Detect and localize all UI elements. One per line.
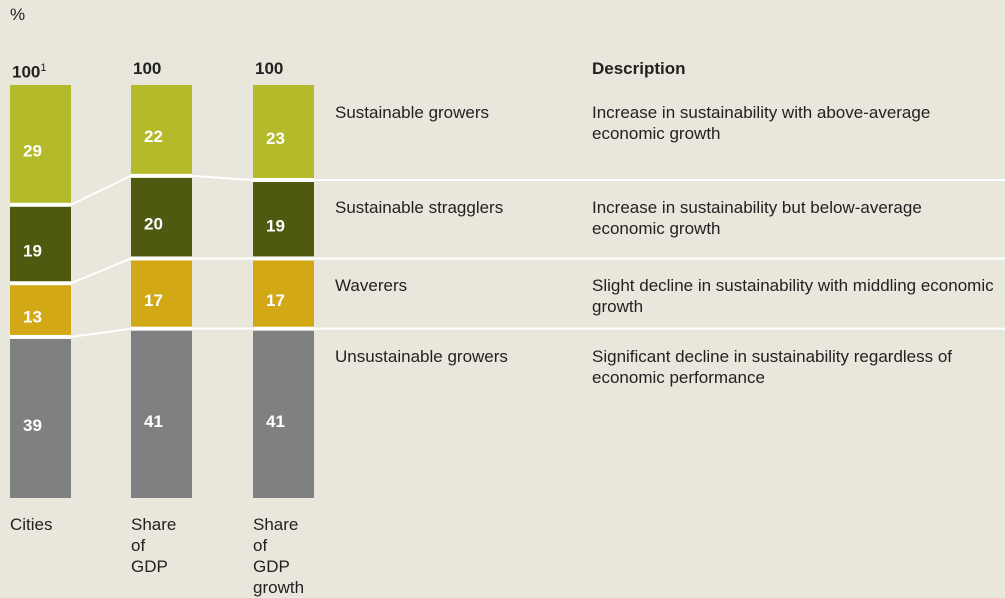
bar-segment: [131, 85, 192, 174]
x-tick-label: Cities: [10, 515, 53, 534]
data-label: 41: [266, 412, 285, 431]
connector: [70, 327, 132, 338]
connector: [70, 174, 132, 206]
description-header: Description: [592, 59, 686, 78]
total-label: 100: [133, 59, 162, 78]
data-label: 19: [266, 217, 285, 236]
data-label: 17: [266, 291, 285, 310]
description: Significant decline in sustainability re…: [592, 346, 953, 387]
legend-name: Unsustainable growers: [335, 346, 508, 366]
footnote-marker: 1: [40, 62, 47, 74]
unit-label: %: [10, 5, 26, 24]
bar-segment: [10, 206, 71, 282]
data-label: 20: [144, 215, 163, 234]
data-label: 13: [23, 308, 42, 327]
legend-name: Waverers: [335, 276, 408, 296]
total-label: 1001: [12, 62, 47, 82]
total-label: 100: [255, 59, 284, 78]
data-label: 29: [23, 141, 42, 160]
description: Increase in sustainability but below-ave…: [592, 197, 922, 238]
data-label: 41: [144, 412, 163, 431]
bar-segment: [253, 330, 314, 498]
x-tick-label: Share of GDP: [131, 515, 177, 576]
x-tick-label: Share of GDP growth: [253, 515, 305, 597]
connector: [191, 174, 254, 181]
data-label: 23: [266, 129, 285, 148]
bar-segment: [253, 260, 314, 327]
bar-segment: [253, 181, 314, 257]
data-label: 19: [23, 241, 42, 260]
description: Slight decline in sustainability with mi…: [592, 276, 994, 317]
data-label: 17: [144, 291, 163, 310]
bar-segment: [10, 285, 71, 335]
legend-name: Sustainable stragglers: [335, 197, 504, 217]
bar-segment: [253, 85, 314, 178]
chart: 39 13 19 29 41 17 20 22 41 17 19 23: [10, 85, 1005, 498]
legend-name: Sustainable growers: [335, 103, 490, 122]
description: Increase in sustainability with above-av…: [592, 103, 931, 143]
data-label: 39: [23, 416, 42, 435]
bar-segment: [131, 330, 192, 498]
bar-segment: [10, 338, 71, 498]
bar-segment: [10, 85, 71, 203]
data-label: 22: [144, 127, 163, 146]
bar-segment: [131, 177, 192, 257]
bar-segment: [131, 260, 192, 327]
connector: [70, 257, 132, 285]
